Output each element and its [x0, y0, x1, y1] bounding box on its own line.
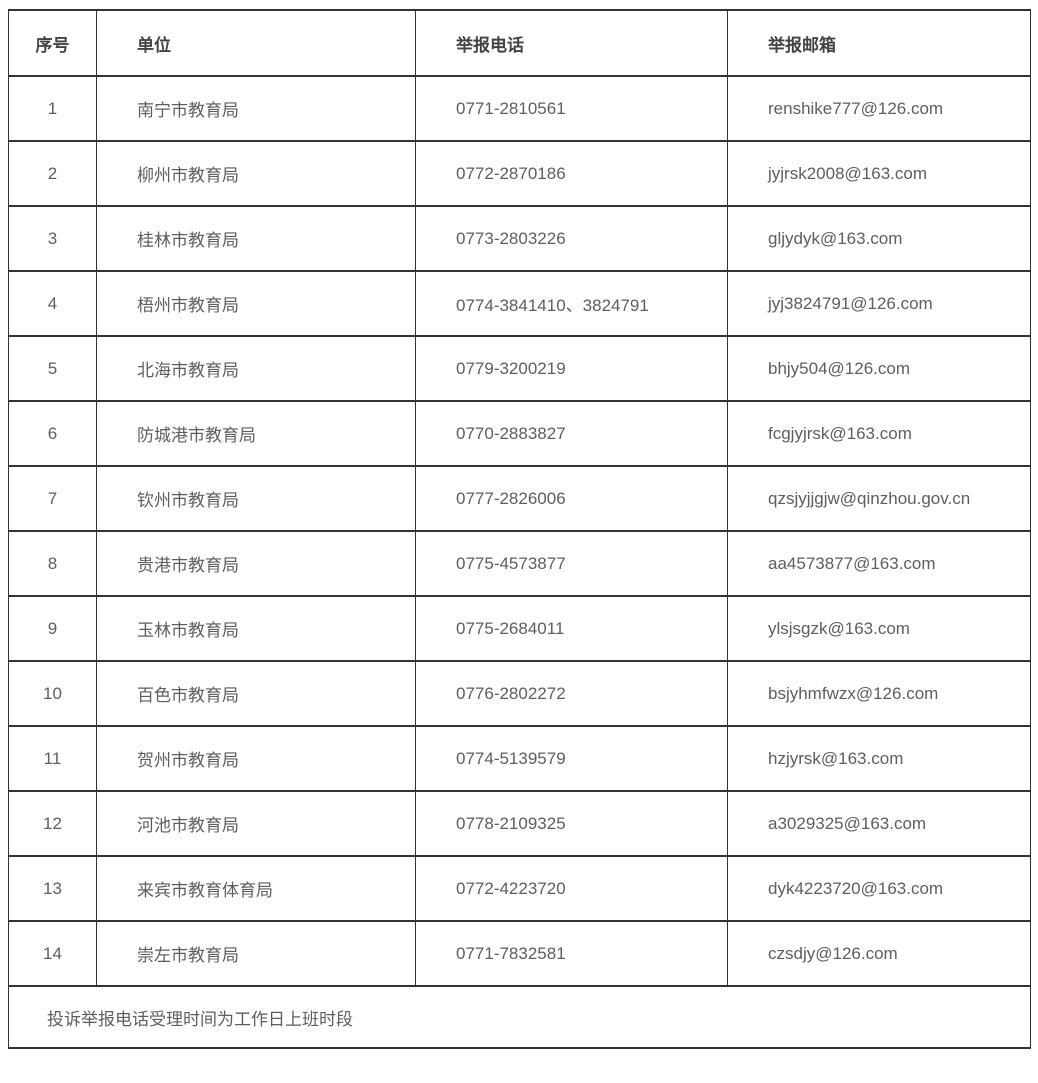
cell-email: aa4573877@163.com — [727, 531, 1031, 596]
cell-phone: 0772-2870186 — [415, 141, 728, 206]
cell-email: fcgjyjrsk@163.com — [727, 401, 1031, 466]
cell-phone: 0779-3200219 — [415, 336, 728, 401]
cell-email: dyk4223720@163.com — [727, 856, 1031, 921]
cell-row-number: 1 — [8, 76, 97, 141]
cell-unit: 百色市教育局 — [96, 661, 416, 726]
cell-row-number: 3 — [8, 206, 97, 271]
table-row: 5 北海市教育局 0779-3200219 bhjy504@126.com — [8, 336, 1031, 401]
cell-unit: 贵港市教育局 — [96, 531, 416, 596]
cell-row-number: 2 — [8, 141, 97, 206]
table-row: 11 贺州市教育局 0774-5139579 hzjyrsk@163.com — [8, 726, 1031, 791]
cell-unit: 防城港市教育局 — [96, 401, 416, 466]
column-header-unit: 单位 — [96, 10, 416, 76]
cell-phone: 0777-2826006 — [415, 466, 728, 531]
cell-unit: 玉林市教育局 — [96, 596, 416, 661]
column-header-email: 举报邮箱 — [727, 10, 1031, 76]
footer-row: 投诉举报电话受理时间为工作日上班时段 — [8, 986, 1031, 1048]
cell-row-number: 4 — [8, 271, 97, 336]
cell-unit: 崇左市教育局 — [96, 921, 416, 986]
cell-unit: 梧州市教育局 — [96, 271, 416, 336]
cell-unit: 柳州市教育局 — [96, 141, 416, 206]
cell-email: a3029325@163.com — [727, 791, 1031, 856]
cell-email: gljydyk@163.com — [727, 206, 1031, 271]
cell-email: renshike777@126.com — [727, 76, 1031, 141]
cell-email: hzjyrsk@163.com — [727, 726, 1031, 791]
report-contacts-table: 序号 单位 举报电话 举报邮箱 1 南宁市教育局 0771-2810561 re… — [8, 9, 1031, 1049]
cell-phone: 0775-2684011 — [415, 596, 728, 661]
cell-row-number: 8 — [8, 531, 97, 596]
cell-unit: 钦州市教育局 — [96, 466, 416, 531]
cell-unit: 北海市教育局 — [96, 336, 416, 401]
table-row: 8 贵港市教育局 0775-4573877 aa4573877@163.com — [8, 531, 1031, 596]
cell-row-number: 10 — [8, 661, 97, 726]
cell-unit: 桂林市教育局 — [96, 206, 416, 271]
cell-row-number: 13 — [8, 856, 97, 921]
cell-email: czsdjy@126.com — [727, 921, 1031, 986]
table-row: 14 崇左市教育局 0771-7832581 czsdjy@126.com — [8, 921, 1031, 986]
table-row: 9 玉林市教育局 0775-2684011 ylsjsgzk@163.com — [8, 596, 1031, 661]
table-header: 序号 单位 举报电话 举报邮箱 — [8, 10, 1031, 76]
cell-email: jyjrsk2008@163.com — [727, 141, 1031, 206]
cell-row-number: 5 — [8, 336, 97, 401]
table-row: 6 防城港市教育局 0770-2883827 fcgjyjrsk@163.com — [8, 401, 1031, 466]
cell-phone: 0771-2810561 — [415, 76, 728, 141]
cell-phone: 0774-5139579 — [415, 726, 728, 791]
column-header-no: 序号 — [8, 10, 97, 76]
footer-note: 投诉举报电话受理时间为工作日上班时段 — [8, 986, 1031, 1048]
cell-unit: 河池市教育局 — [96, 791, 416, 856]
cell-phone: 0774-3841410、3824791 — [415, 271, 728, 336]
cell-email: bhjy504@126.com — [727, 336, 1031, 401]
cell-phone: 0772-4223720 — [415, 856, 728, 921]
cell-row-number: 7 — [8, 466, 97, 531]
cell-unit: 南宁市教育局 — [96, 76, 416, 141]
cell-row-number: 9 — [8, 596, 97, 661]
cell-email: jyj3824791@126.com — [727, 271, 1031, 336]
table-row: 2 柳州市教育局 0772-2870186 jyjrsk2008@163.com — [8, 141, 1031, 206]
table-footer: 投诉举报电话受理时间为工作日上班时段 — [8, 986, 1031, 1048]
table-row: 13 来宾市教育体育局 0772-4223720 dyk4223720@163.… — [8, 856, 1031, 921]
cell-phone: 0770-2883827 — [415, 401, 728, 466]
cell-row-number: 14 — [8, 921, 97, 986]
table-row: 10 百色市教育局 0776-2802272 bsjyhmfwzx@126.co… — [8, 661, 1031, 726]
table-row: 3 桂林市教育局 0773-2803226 gljydyk@163.com — [8, 206, 1031, 271]
cell-email: bsjyhmfwzx@126.com — [727, 661, 1031, 726]
table-row: 4 梧州市教育局 0774-3841410、3824791 jyj3824791… — [8, 271, 1031, 336]
cell-row-number: 11 — [8, 726, 97, 791]
table-row: 7 钦州市教育局 0777-2826006 qzsjyjjgjw@qinzhou… — [8, 466, 1031, 531]
table-row: 12 河池市教育局 0778-2109325 a3029325@163.com — [8, 791, 1031, 856]
cell-email: qzsjyjjgjw@qinzhou.gov.cn — [727, 466, 1031, 531]
table-row: 1 南宁市教育局 0771-2810561 renshike777@126.co… — [8, 76, 1031, 141]
cell-phone: 0778-2109325 — [415, 791, 728, 856]
cell-row-number: 12 — [8, 791, 97, 856]
cell-phone: 0771-7832581 — [415, 921, 728, 986]
cell-unit: 贺州市教育局 — [96, 726, 416, 791]
cell-row-number: 6 — [8, 401, 97, 466]
column-header-phone: 举报电话 — [415, 10, 728, 76]
cell-email: ylsjsgzk@163.com — [727, 596, 1031, 661]
cell-phone: 0775-4573877 — [415, 531, 728, 596]
cell-phone: 0773-2803226 — [415, 206, 728, 271]
cell-unit: 来宾市教育体育局 — [96, 856, 416, 921]
header-row: 序号 单位 举报电话 举报邮箱 — [8, 10, 1031, 76]
cell-phone: 0776-2802272 — [415, 661, 728, 726]
table-body: 1 南宁市教育局 0771-2810561 renshike777@126.co… — [8, 76, 1031, 986]
